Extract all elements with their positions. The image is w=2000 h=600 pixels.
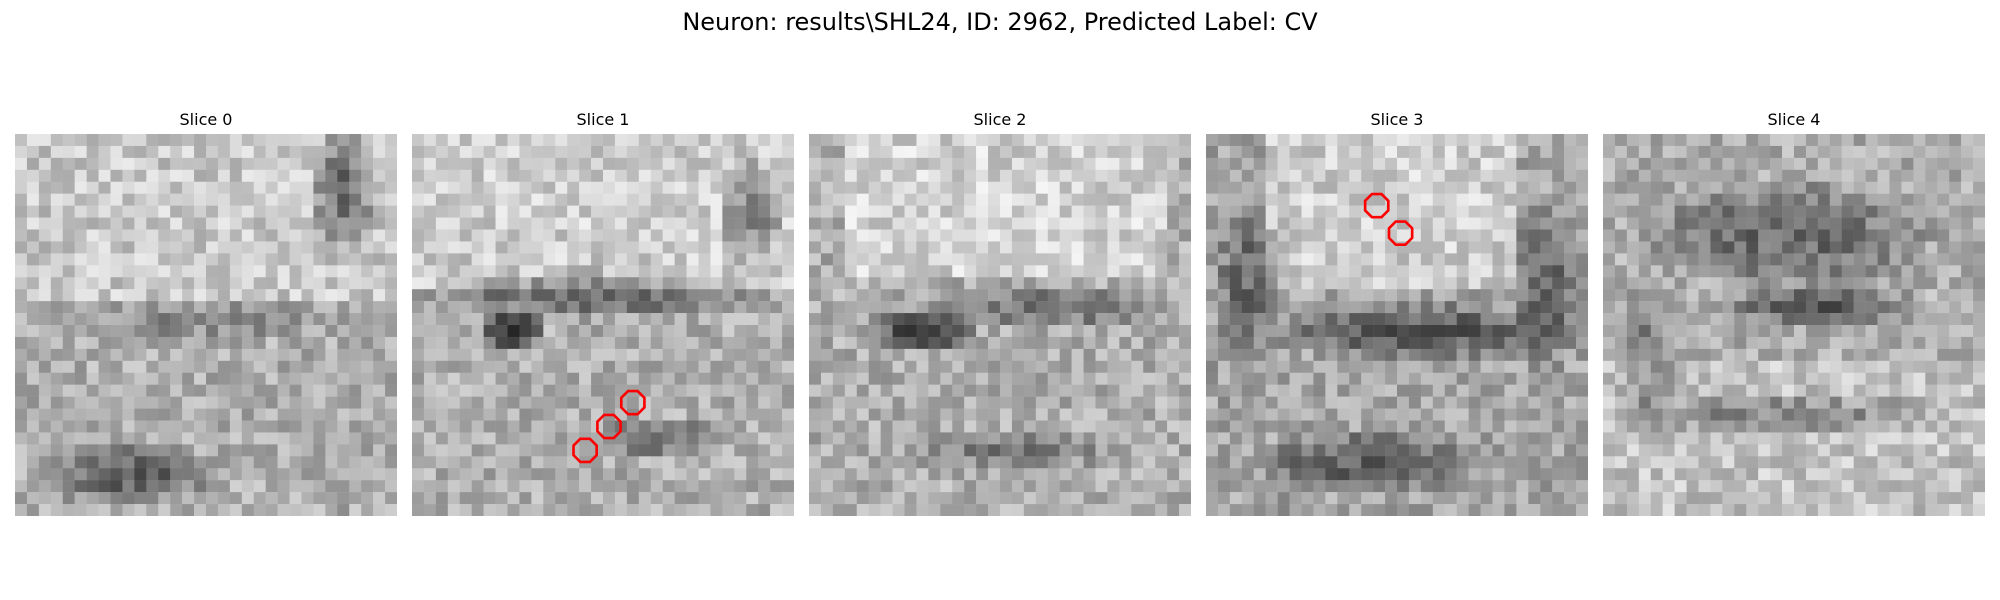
slice-image <box>412 134 794 516</box>
slice-image <box>1206 134 1588 516</box>
slice-title: Slice 3 <box>1370 110 1424 129</box>
marker-octagon <box>572 437 598 464</box>
slice-image <box>1603 134 1985 516</box>
slice-title: Slice 4 <box>1767 110 1821 129</box>
marker-octagon <box>596 413 622 440</box>
figure-title: Neuron: results\SHL24, ID: 2962, Predict… <box>682 8 1318 36</box>
slice-image <box>15 134 397 516</box>
slice-panel-3: Slice 3 <box>1206 108 1588 516</box>
slice-image <box>809 134 1191 516</box>
marker-octagon <box>1387 220 1414 246</box>
slice-panel-0: Slice 0 <box>15 108 397 516</box>
slice-panel-2: Slice 2 <box>809 108 1191 516</box>
slice-panel-1: Slice 1 <box>412 108 794 516</box>
slice-title: Slice 2 <box>973 110 1027 129</box>
marker-octagon <box>619 389 646 416</box>
slice-title: Slice 1 <box>576 110 630 129</box>
slice-panel-4: Slice 4 <box>1603 108 1985 516</box>
marker-octagon <box>1363 192 1390 219</box>
slice-title: Slice 0 <box>179 110 233 129</box>
